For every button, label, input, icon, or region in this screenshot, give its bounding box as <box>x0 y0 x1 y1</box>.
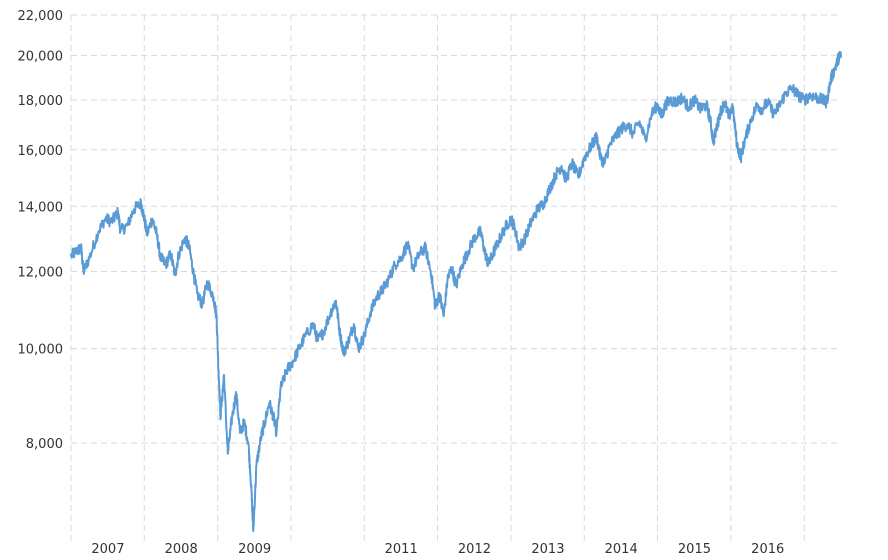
horizontal-gridlines <box>71 14 841 444</box>
y-tick-label: 18,000 <box>18 94 64 109</box>
x-tick-label: 2015 <box>678 542 711 557</box>
y-axis: 8,000 10,000 12,000 14,000 16,000 18,000 20,00… <box>18 9 64 452</box>
x-tick-label: 2013 <box>531 542 564 557</box>
y-tick-label: 20,000 <box>18 49 64 64</box>
x-tick-label: 2014 <box>605 542 638 557</box>
x-tick-label: 2008 <box>165 542 198 557</box>
vertical-gridlines <box>70 15 805 541</box>
y-tick-label: 22,000 <box>18 9 64 24</box>
y-tick-label: 16,000 <box>18 144 64 159</box>
y-tick-label: 8,000 <box>26 437 63 452</box>
x-tick-label: 2012 <box>458 542 491 557</box>
x-tick-label: 2007 <box>91 542 124 557</box>
y-tick-label: 12,000 <box>18 266 64 281</box>
price-series-line <box>70 50 842 532</box>
y-tick-label: 14,000 <box>18 200 64 215</box>
x-tick-label: 2011 <box>385 542 418 557</box>
x-tick-label: 2009 <box>238 542 271 557</box>
y-tick-label: 10,000 <box>18 343 64 358</box>
x-tick-label: 2016 <box>751 542 784 557</box>
x-axis: 2007 2008 2009 2011 2012 2013 2014 2015 2016 <box>91 542 784 557</box>
